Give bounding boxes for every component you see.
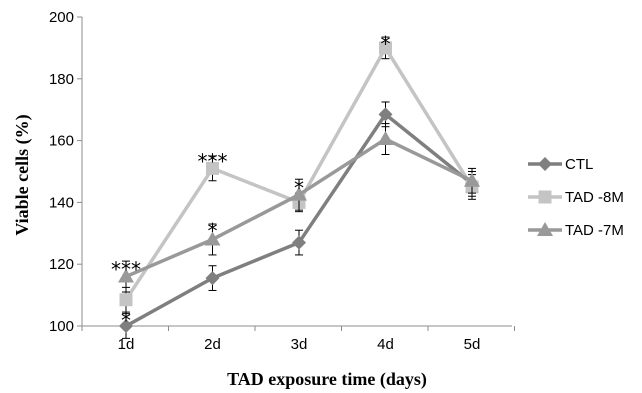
data-point (119, 319, 133, 333)
y-axis-title: Viable cells (%) (12, 114, 33, 235)
significance-marker: * (381, 32, 391, 56)
significance-marker: *** (111, 258, 141, 282)
series-tad-8m (119, 36, 479, 313)
legend: CTL TAD -8M TAD -7M (528, 156, 624, 239)
y-tick-label: 200 (49, 9, 74, 26)
data-point (118, 268, 134, 283)
significance-marker: * (121, 309, 131, 333)
data-point (119, 293, 133, 307)
data-point (292, 235, 306, 250)
legend-marker (538, 190, 552, 204)
significance-annotations: ********** (111, 32, 391, 333)
series-line (124, 46, 474, 301)
x-tick-label: 1d (118, 336, 135, 353)
y-tick-label: 100 (49, 318, 74, 335)
data-point (291, 186, 307, 201)
series-layer (118, 36, 480, 339)
series-tad-7m (118, 123, 480, 293)
x-tick-label: 5d (464, 336, 481, 353)
y-tick-label: 160 (49, 133, 74, 150)
legend-item: TAD -8M (528, 189, 624, 206)
data-point (379, 41, 392, 55)
legend-marker (538, 157, 552, 171)
x-tick-label: 3d (291, 336, 308, 353)
significance-marker: * (208, 219, 218, 243)
legend-label: TAD -7M (565, 222, 624, 239)
legend-item: CTL (528, 156, 593, 173)
legend-label: CTL (565, 156, 593, 173)
significance-marker: *** (198, 150, 228, 174)
data-point (206, 161, 219, 175)
y-tick-label: 120 (49, 256, 74, 273)
axes: 100 120 140 160 180 200 1d 2d 3d 4d 5d (49, 9, 515, 353)
legend-item: TAD -7M (528, 222, 624, 239)
data-point (464, 172, 480, 187)
data-point (378, 107, 393, 122)
legend-marker (537, 222, 553, 236)
y-tick-label: 180 (49, 71, 74, 88)
y-tick-label: 140 (49, 194, 74, 211)
data-point (205, 271, 220, 286)
series-ctl (119, 101, 479, 339)
x-tick-label: 2d (204, 336, 221, 353)
legend-label: TAD -8M (565, 189, 624, 206)
data-point (204, 231, 221, 246)
x-axis-title: TAD exposure time (days) (227, 369, 427, 390)
data-point (377, 131, 394, 146)
significance-marker: * (294, 176, 304, 200)
x-tick-label: 4d (377, 336, 394, 353)
